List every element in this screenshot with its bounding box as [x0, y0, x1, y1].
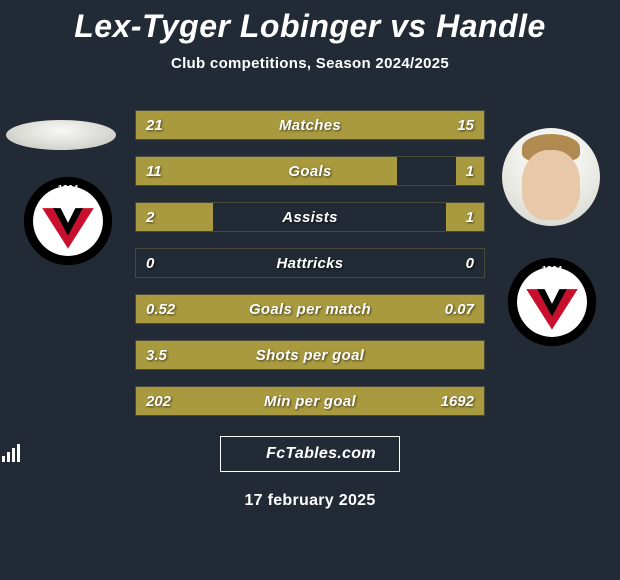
stat-label: Goals per match [136, 295, 484, 323]
stat-row: 2115Matches [135, 110, 485, 140]
footer-brand-label: FcTables.com [266, 445, 376, 463]
footer-date: 17 february 2025 [0, 492, 620, 510]
stat-label: Hattricks [136, 249, 484, 277]
page-subtitle: Club competitions, Season 2024/2025 [0, 55, 620, 72]
footer-brand: FcTables.com [220, 436, 400, 472]
stat-row: 2021692Min per goal [135, 386, 485, 416]
stat-label: Min per goal [136, 387, 484, 415]
stat-label: Assists [136, 203, 484, 231]
stat-row: 3.5Shots per goal [135, 340, 485, 370]
stats-area: 2115Matches 111Goals 21Assists 00Hattricks 0… [0, 110, 620, 416]
stat-label: Goals [136, 157, 484, 185]
page-title: Lex-Tyger Lobinger vs Handle [0, 0, 620, 45]
stat-row: 21Assists [135, 202, 485, 232]
stat-row: 00Hattricks [135, 248, 485, 278]
stat-label: Shots per goal [136, 341, 484, 369]
stat-row: 111Goals [135, 156, 485, 186]
bar-chart-icon [0, 444, 26, 464]
stat-row: 0.520.07Goals per match [135, 294, 485, 324]
stat-label: Matches [136, 111, 484, 139]
